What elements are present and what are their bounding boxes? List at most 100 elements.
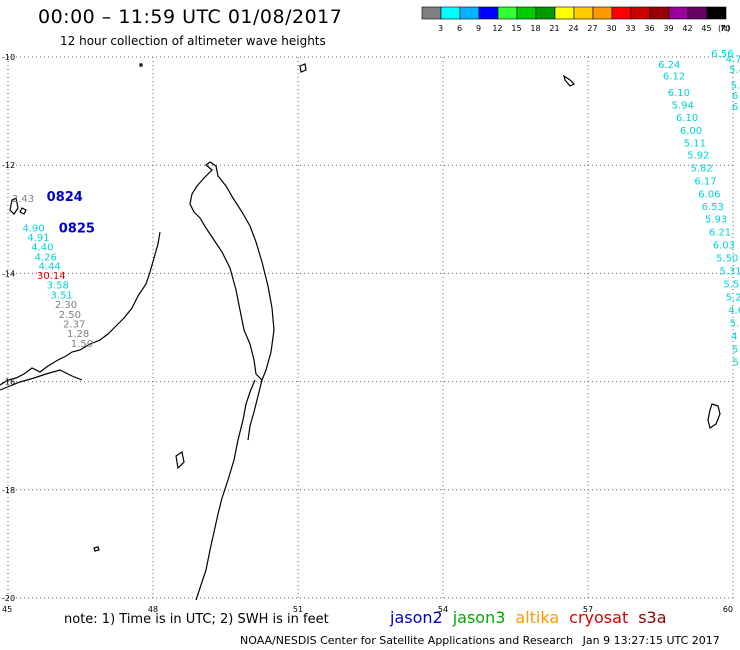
wave-height-reading: 30.14 — [37, 271, 66, 282]
legend-swatch — [573, 6, 594, 20]
legend-bin-label: 12 — [492, 24, 502, 33]
wave-height-reading: 6.00 — [680, 126, 702, 137]
legend-swatch — [421, 6, 442, 20]
wave-height-reading: 4.91 — [27, 233, 49, 244]
wave-height-reading: 5.50 — [716, 253, 738, 264]
wave-height-reading: 5 — [732, 344, 738, 355]
lat-tick-label: -20 — [2, 594, 15, 603]
mascarene-island — [707, 403, 721, 429]
lon-tick-label: 48 — [148, 605, 158, 614]
legend-swatch — [440, 6, 461, 20]
africa-coastline-2 — [0, 369, 83, 391]
wave-height-reading: 6 — [732, 91, 738, 102]
legend-swatch — [459, 6, 480, 20]
legend-unit: (ft) — [718, 24, 730, 33]
wave-height-reading: 5. — [731, 80, 740, 91]
wave-height-reading: 5.94 — [672, 100, 694, 111]
satellite-name: s3a — [638, 608, 667, 627]
credit-org: NOAA/NESDIS Center for Satellite Applica… — [240, 634, 574, 647]
pass-time-labels: 0824 0825 — [47, 190, 95, 236]
wave-height-reading: 5. — [730, 318, 740, 329]
legend-bin-label: 30 — [606, 24, 616, 33]
wave-height-reading: 2.43 — [12, 194, 34, 205]
wave-height-reading: 2.50 — [59, 310, 81, 321]
wave-height-reading: 4 — [731, 331, 737, 342]
legend-bin-label: 33 — [625, 24, 635, 33]
wave-height-reading: 4.26 — [35, 252, 57, 263]
wave-height-reading: 5 — [733, 357, 739, 368]
lat-tick-label: -10 — [2, 53, 15, 62]
legend-swatch — [478, 6, 499, 20]
africa-coastline — [0, 231, 161, 386]
coastline — [0, 63, 721, 601]
comoros-islands — [9, 197, 27, 215]
small-island-north — [299, 63, 307, 73]
islet-141 — [139, 63, 143, 67]
wave-height-reading: 5.11 — [684, 138, 706, 149]
legend-bin-label: 45 — [701, 24, 711, 33]
legend-bin-label: 9 — [476, 24, 481, 33]
wave-height-reading: 5.31 — [719, 266, 740, 277]
lat-tick-label: -18 — [2, 486, 15, 495]
pass-time-label: 0825 — [59, 221, 95, 236]
wave-height-reading: 3.58 — [47, 281, 69, 292]
madagascar-west-coastline-2 — [247, 379, 263, 441]
pass-time-label: 0824 — [47, 190, 83, 205]
satellite-name: altika — [515, 608, 560, 627]
legend-swatch — [706, 6, 727, 20]
credit-time: Jan 9 13:27:15 UTC 2017 — [582, 634, 720, 647]
wave-height-reading: 6.10 — [668, 88, 690, 99]
satellite-name: jason2 — [390, 608, 443, 627]
legend-bin-label: 36 — [644, 24, 654, 33]
wave-height-reading: 6.53 — [702, 202, 724, 213]
footer-note: note: 1) Time is in UTC; 2) SWH is in fe… — [64, 612, 329, 627]
wave-height-reading: 2.37 — [63, 320, 85, 331]
satellite-name: jason3 — [452, 608, 506, 627]
wave-height-reading: 5.55 — [723, 279, 740, 290]
lon-tick-label: 60 — [723, 605, 733, 614]
wave-height-reading: 6.56 — [711, 49, 733, 60]
wave-height-reading: 5.92 — [687, 151, 709, 162]
wave-height-reading: 6.21 — [709, 228, 731, 239]
legend-swatch — [592, 6, 613, 20]
wave-height-reading: 6.10 — [676, 113, 698, 124]
color-legend: 3 6 9 12 15 18 21 24 27 30 33 36 39 42 45 70(ft) — [421, 6, 731, 33]
map-title: 00:00 – 11:59 UTC 01/08/2017 — [38, 6, 343, 28]
lat-tick-label: -16 — [2, 378, 15, 387]
wave-height-reading: 6.06 — [698, 190, 720, 201]
wave-height-reading: 6.12 — [663, 72, 685, 83]
legend-swatch — [649, 6, 670, 20]
wave-height-reading: 1.28 — [67, 329, 89, 340]
axis-tick-labels: 45 48 51 54 57 60 -10 -12 -14 -16 -18 -20 — [2, 53, 733, 614]
wave-height-reading: 2.30 — [55, 300, 77, 311]
wave-height-reading: 3.51 — [51, 290, 73, 301]
small-island-ne — [563, 74, 576, 87]
wave-height-reading: 6.24 — [658, 60, 680, 71]
wave-height-reading: 6 — [732, 102, 738, 113]
legend-swatch — [611, 6, 632, 20]
lon-tick-label: 51 — [293, 605, 303, 614]
legend-bin-label: 39 — [663, 24, 673, 33]
wave-height-reading: 6.17 — [694, 177, 716, 188]
legend-swatch — [535, 6, 556, 20]
satellite-legend: jason2 jason3 altika cryosat s3a — [390, 608, 677, 627]
wave-height-reading: 4.6 — [728, 305, 740, 316]
legend-swatch — [668, 6, 689, 20]
lat-lon-grid — [7, 56, 734, 599]
lon-tick-label: 57 — [583, 605, 593, 614]
legend-swatch — [630, 6, 651, 20]
legend-swatch — [497, 6, 518, 20]
legend-bin-label: 24 — [568, 24, 578, 33]
small-island-west — [93, 546, 100, 552]
legend-bin-label: 3 — [438, 24, 443, 33]
lon-tick-label: 45 — [2, 605, 12, 614]
wave-height-reading: 1.50 — [71, 339, 93, 350]
lat-tick-label: -12 — [2, 161, 15, 170]
legend-bin-label: 21 — [549, 24, 559, 33]
wave-height-reading: 4.90 — [23, 224, 45, 235]
legend-swatch — [516, 6, 537, 20]
wave-height-reading: 4.40 — [31, 243, 53, 254]
map-subtitle: 12 hour collection of altimeter wave hei… — [60, 34, 326, 48]
footer-credit: NOAA/NESDIS Center for Satellite Applica… — [240, 634, 726, 647]
